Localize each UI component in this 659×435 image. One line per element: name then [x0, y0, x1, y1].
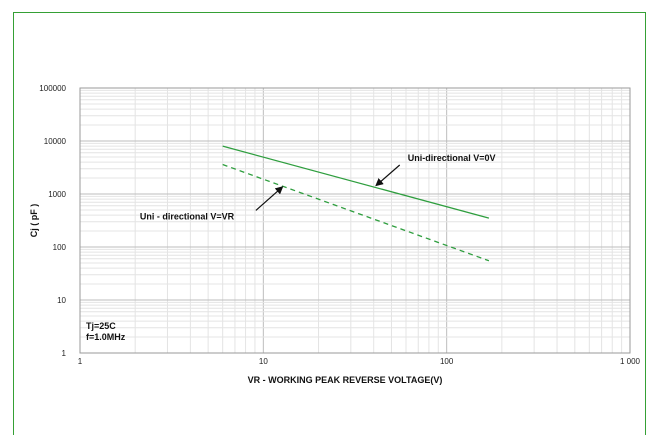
- series-lines: [222, 145, 490, 262]
- grid: [79, 88, 630, 354]
- arrow-to-series-a: [375, 164, 401, 187]
- x-tick-label: 10: [259, 357, 268, 366]
- y-axis-title: Cj ( pF ): [29, 204, 39, 238]
- y-tick-label: 1: [62, 349, 67, 358]
- x-tick-label: 1 000: [620, 357, 641, 366]
- y-tick-label: 100: [53, 243, 67, 252]
- y-tick-label: 100000: [39, 84, 66, 93]
- y-tick-label: 1000: [48, 190, 66, 199]
- annotations: Uni-directional V=0V Uni - directional V…: [86, 153, 495, 342]
- x-tick-label: 100: [440, 357, 454, 366]
- x-axis-title: VR - WORKING PEAK REVERSE VOLTAGE(V): [248, 375, 443, 385]
- y-tick-label: 10000: [44, 137, 67, 146]
- chart-frame: [13, 12, 646, 435]
- condition-temperature: Tj=25C: [86, 321, 116, 331]
- plot-area: [79, 87, 631, 354]
- arrow-to-series-b: [255, 186, 284, 211]
- series-line-uni-vr: [222, 163, 490, 262]
- tick-labels: 1 10 100 1 000 1 10 100 1000 10000 100000: [39, 84, 640, 366]
- series-label-uni-0v: Uni-directional V=0V: [408, 153, 496, 163]
- x-tick-label: 1: [78, 357, 83, 366]
- y-tick-label: 10: [57, 296, 66, 305]
- series-label-uni-vr: Uni - directional V=VR: [140, 211, 235, 221]
- series-line-uni-0v: [222, 145, 490, 219]
- condition-frequency: f=1.0MHz: [86, 332, 126, 342]
